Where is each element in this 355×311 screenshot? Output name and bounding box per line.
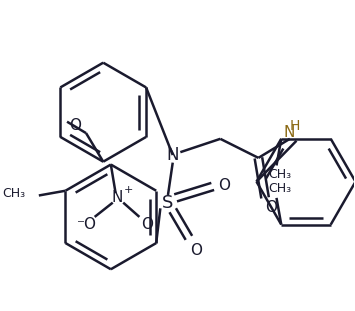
Text: O: O [218, 178, 230, 193]
Text: CH₃: CH₃ [268, 182, 291, 195]
Text: ⁻O: ⁻O [77, 217, 97, 232]
Text: O: O [191, 243, 202, 258]
Text: +: + [123, 185, 133, 195]
Text: O: O [141, 217, 153, 232]
Text: S: S [162, 194, 174, 211]
Text: O: O [69, 118, 81, 133]
Text: CH₃: CH₃ [268, 169, 291, 182]
Text: N: N [166, 146, 179, 164]
Text: CH₃: CH₃ [2, 187, 26, 200]
Text: N: N [283, 125, 295, 140]
Text: O: O [265, 200, 277, 215]
Text: N: N [112, 190, 123, 205]
Text: H: H [289, 118, 300, 132]
